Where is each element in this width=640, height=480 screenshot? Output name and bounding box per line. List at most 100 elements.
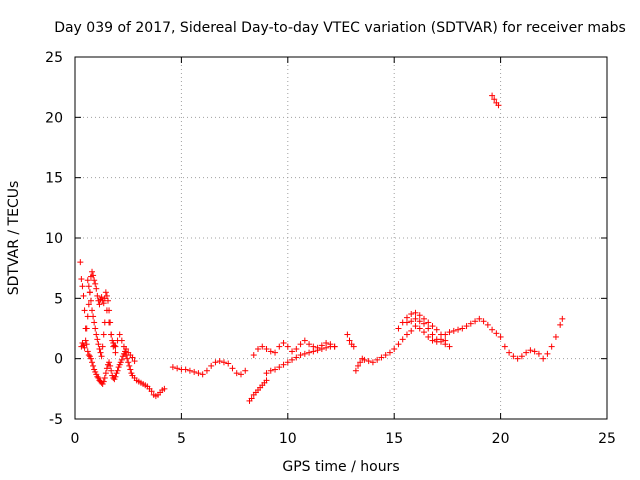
data-point <box>161 385 168 392</box>
data-point <box>365 358 372 365</box>
x-tick-label: 0 <box>71 431 80 447</box>
data-point <box>352 367 359 374</box>
data-point <box>101 374 108 381</box>
data-point <box>425 333 432 340</box>
data-point <box>540 355 547 362</box>
data-point <box>355 362 362 369</box>
data-point <box>90 313 97 320</box>
data-point <box>91 319 98 326</box>
data-point <box>233 370 240 377</box>
data-point <box>467 320 474 327</box>
data-point <box>96 346 103 353</box>
data-point <box>85 352 92 359</box>
data-point <box>96 301 103 308</box>
data-point <box>403 319 410 326</box>
data-point <box>544 350 551 357</box>
data-point <box>514 355 521 362</box>
data-point <box>81 307 88 314</box>
data-point <box>382 352 389 359</box>
data-point <box>191 368 198 375</box>
data-point <box>314 347 321 354</box>
data-point <box>129 354 136 361</box>
data-point <box>84 348 91 355</box>
data-point <box>297 352 304 359</box>
data-point <box>310 348 317 355</box>
y-tick-label: 25 <box>45 50 63 66</box>
data-point <box>425 319 432 326</box>
data-point <box>472 318 479 325</box>
y-axis-label: SDTVAR / TECUs <box>6 181 22 296</box>
data-point <box>280 339 287 346</box>
data-point <box>284 343 291 350</box>
data-point <box>195 370 202 377</box>
data-point <box>491 96 498 103</box>
data-point <box>250 352 257 359</box>
data-point <box>108 331 115 338</box>
data-point <box>518 353 525 360</box>
data-point <box>497 333 504 340</box>
data-point <box>212 359 219 366</box>
data-point <box>272 349 279 356</box>
data-point <box>495 102 502 109</box>
data-point <box>90 362 97 369</box>
data-point <box>126 362 133 369</box>
data-point <box>484 321 491 328</box>
data-point <box>87 355 94 362</box>
data-point <box>100 378 107 385</box>
data-point <box>420 320 427 327</box>
data-point <box>420 329 427 336</box>
data-point <box>559 315 566 322</box>
data-point <box>476 315 483 322</box>
data-point <box>408 311 415 318</box>
data-point <box>489 326 496 333</box>
data-point <box>85 301 92 308</box>
data-point <box>103 365 110 372</box>
data-points <box>77 92 566 404</box>
data-point <box>293 354 300 361</box>
data-point <box>248 395 255 402</box>
data-point <box>91 277 98 284</box>
data-point <box>84 277 91 284</box>
data-point <box>433 336 440 343</box>
data-point <box>108 367 115 374</box>
data-point <box>242 367 249 374</box>
data-point <box>480 318 487 325</box>
data-point <box>289 356 296 363</box>
data-point <box>99 343 106 350</box>
data-point <box>357 359 364 366</box>
data-point <box>455 326 462 333</box>
data-point <box>412 309 419 316</box>
data-point <box>237 371 244 378</box>
data-point <box>118 337 125 344</box>
data-point <box>94 373 101 380</box>
data-point <box>100 331 107 338</box>
data-point <box>229 365 236 372</box>
data-point <box>78 276 85 283</box>
data-point <box>548 343 555 350</box>
data-point <box>148 388 155 395</box>
data-point <box>446 343 453 350</box>
data-point <box>493 330 500 337</box>
data-point <box>425 325 432 332</box>
data-point <box>344 331 351 338</box>
data-point <box>552 333 559 340</box>
data-point <box>301 337 308 344</box>
data-point <box>263 377 270 384</box>
data-point <box>331 343 338 350</box>
data-point <box>429 323 436 330</box>
data-point <box>98 294 105 301</box>
data-point <box>174 365 181 372</box>
data-point <box>323 344 330 351</box>
data-point <box>225 360 232 367</box>
data-point <box>395 341 402 348</box>
x-tick-label: 5 <box>177 431 186 447</box>
data-point <box>416 312 423 319</box>
data-point <box>186 367 193 374</box>
data-point <box>523 349 530 356</box>
data-point <box>80 292 87 299</box>
data-point <box>84 313 91 320</box>
data-point <box>438 338 445 345</box>
data-point <box>297 341 304 348</box>
data-point <box>284 359 291 366</box>
